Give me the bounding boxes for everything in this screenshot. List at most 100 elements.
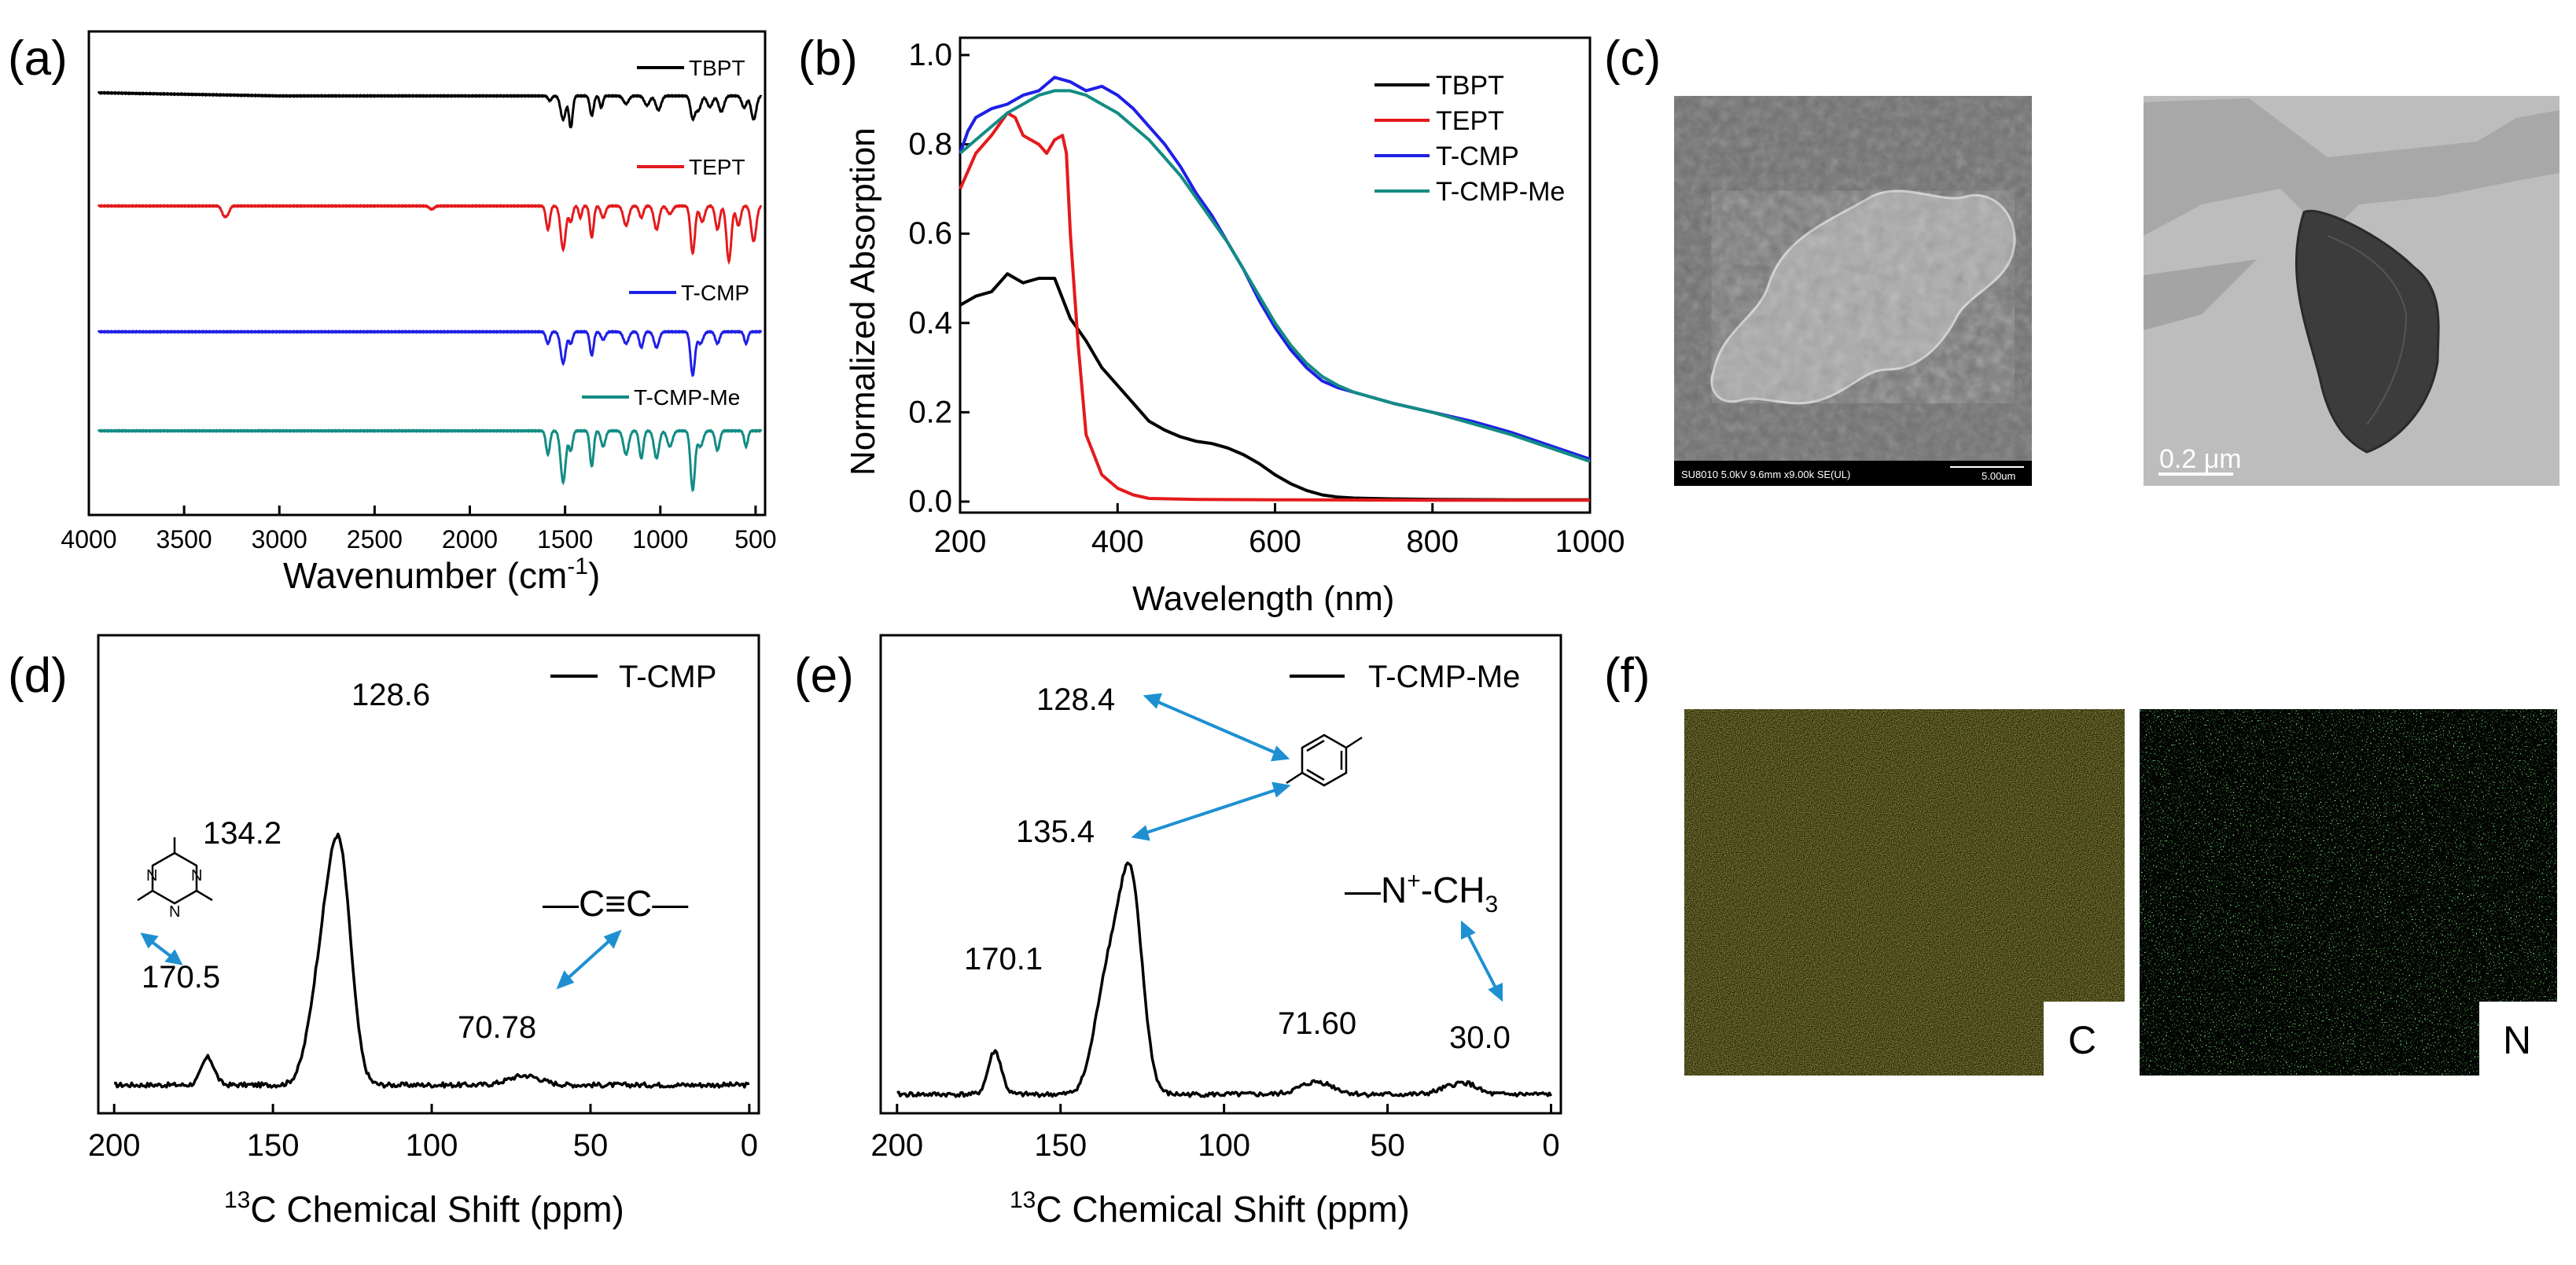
peak-label-30-0: 30.0 <box>1449 1020 1511 1055</box>
nmr-e-x-tick-label: 200 <box>870 1128 923 1163</box>
nmr-e-x-tick-label: 0 <box>1542 1128 1559 1163</box>
uvvis-x-tick-label: 600 <box>1249 524 1301 559</box>
nmr-e-x-tick-label: 50 <box>1370 1128 1405 1163</box>
eds-nitrogen-map: N <box>2140 709 2557 1076</box>
uvvis-y-tick-label: 1.0 <box>908 38 952 72</box>
nmr-e-plot-frame <box>879 634 1562 1115</box>
uvvis-y-axis-label: Normalized Absorption <box>844 127 882 476</box>
uvvis-legend-tept: TEPT <box>1436 106 1504 136</box>
uvvis-legend-tcmp: T-CMP <box>1436 142 1519 171</box>
uvvis-y-tick-label: 0.2 <box>908 395 952 429</box>
nmr-d-arrows <box>140 929 622 990</box>
tem-scale-label: 0.2 μm <box>2159 444 2242 474</box>
eds-c-label-box <box>2044 1002 2125 1076</box>
nmr-d-x-tick-label: 200 <box>88 1128 141 1163</box>
peak-label-70-78: 70.78 <box>458 1010 536 1045</box>
sem-image: SU8010 5.0kV 9.6mm x9.00k SE(UL) 5.00um <box>1674 96 2051 486</box>
sem-info-bar <box>1674 461 2032 486</box>
eds-n-label-box <box>2479 1002 2557 1076</box>
ir-series-tept <box>97 204 763 265</box>
ir-x-tick-label: 500 <box>734 525 776 553</box>
nmr-d-x-tick-label: 0 <box>741 1128 758 1163</box>
uvvis-x-axis-label: Wavelength (nm) <box>1132 579 1394 618</box>
tem-film-fragment <box>2144 259 2257 330</box>
uvvis-x-tick-label: 200 <box>934 524 987 559</box>
nmr-d-x-tick-label: 50 <box>573 1128 609 1163</box>
peak-label-135-4: 135.4 <box>1016 815 1095 849</box>
uvvis-y-tick-label: 0.8 <box>908 127 952 162</box>
ir-x-tick-label: 4000 <box>61 525 116 553</box>
peak-label-170-5: 170.5 <box>142 960 220 995</box>
nmr-e-x-ticks: 200 150 100 50 0 <box>870 1104 1560 1163</box>
panel-label-a: (a) <box>8 31 68 86</box>
uvvis-legend-tcmpme: T-CMP-Me <box>1436 177 1565 207</box>
panel-label-f: (f) <box>1604 649 1650 703</box>
ir-x-tick-label: 2000 <box>442 525 498 553</box>
sem-particle-texture <box>1711 190 2015 403</box>
panel-label-d: (d) <box>8 649 68 703</box>
uvvis-legend-tbpt: TBPT <box>1436 71 1504 101</box>
ir-spectra-chart: 4000 3500 3000 2500 2000 1500 1000 500 TBPT TEP… <box>61 30 777 596</box>
panel-label-b: (b) <box>798 31 858 86</box>
panel-label-e: (e) <box>794 649 854 703</box>
nmr-e-x-axis-label: 13C Chemical Shift (ppm) <box>1010 1187 1410 1230</box>
ir-series <box>97 90 763 493</box>
nmr-e-legend-label: T-CMP-Me <box>1368 660 1520 694</box>
uvvis-series-tept <box>959 111 1590 502</box>
nmr-e-arrows <box>1131 693 1503 1002</box>
legend-label-tept: TEPT <box>689 155 745 179</box>
peak-label-134-2: 134.2 <box>203 816 282 851</box>
ir-x-axis-label: Wavenumber (cm-1) <box>283 553 600 596</box>
sem-info-text: SU8010 5.0kV 9.6mm x9.00k SE(UL) <box>1681 469 1850 480</box>
nmr-d-plot-frame <box>97 634 760 1115</box>
uvvis-series-tbpt <box>959 272 1590 502</box>
uvvis-legend: TBPT TEPT T-CMP T-CMP-Me <box>1374 71 1565 207</box>
nmr-e-x-tick-label: 150 <box>1034 1128 1087 1163</box>
nmr-d-spectrum <box>114 833 750 1089</box>
alkyne-structure-label: —C≡C— <box>543 883 688 924</box>
uvvis-series-t-cmp-me <box>959 89 1591 463</box>
panel-label-c: (c) <box>1604 31 1661 86</box>
ir-x-tick-label: 3500 <box>156 525 212 553</box>
uvvis-x-tick-label: 400 <box>1091 524 1144 559</box>
uvvis-x-tick-label: 1000 <box>1555 524 1625 559</box>
tem-particle <box>2294 210 2440 454</box>
ir-series-t-cmp-me <box>97 428 763 493</box>
legend-label-tcmp: T-CMP <box>681 281 749 305</box>
nmr-e-spectrum <box>896 861 1553 1098</box>
nmr-d-x-tick-label: 100 <box>406 1128 458 1163</box>
uvvis-chart: 200 400 600 800 1000 0.0 0.2 0.4 0.6 0.8 1.0 TBPT … <box>844 36 1625 618</box>
tem-carbon-film <box>2144 98 2559 236</box>
ir-series-tbpt <box>97 90 763 129</box>
eds-c-label: C <box>2068 1018 2096 1062</box>
eds-carbon-map: C <box>1684 709 2125 1076</box>
peak-label-71-60: 71.60 <box>1278 1006 1356 1041</box>
triazine-n2: N <box>146 867 157 884</box>
legend-label-tcmpme: T-CMP-Me <box>634 385 740 410</box>
peak-label-128-4: 128.4 <box>1036 682 1115 717</box>
nmr-e-spectrum-line <box>896 861 1553 1098</box>
peak-label-170-1: 170.1 <box>964 942 1043 976</box>
ir-x-tick-label: 1000 <box>632 525 688 553</box>
nmr-e-x-tick-label: 100 <box>1198 1128 1250 1163</box>
ir-x-tick-label: 1500 <box>537 525 593 553</box>
ir-x-tick-label: 2500 <box>347 525 403 553</box>
uvvis-axis-ticks: 200 400 600 800 1000 0.0 0.2 0.4 0.6 0.8 1.0 <box>908 38 1625 559</box>
arrow-alkyne <box>563 936 615 983</box>
nmr-d-x-tick-label: 150 <box>247 1128 300 1163</box>
uvvis-y-tick-label: 0.0 <box>908 484 952 519</box>
ir-plot-frame <box>87 30 767 517</box>
eds-n-label: N <box>2503 1018 2531 1062</box>
microscopy-images: SU8010 5.0kV 9.6mm x9.00k SE(UL) 5.00um … <box>1674 96 2559 486</box>
ir-x-tick-label: 3000 <box>252 525 307 553</box>
sem-small-particle <box>2038 108 2051 120</box>
uvvis-y-tick-label: 0.6 <box>908 216 952 251</box>
xylene-structure-icon <box>1286 734 1363 787</box>
tem-image: 0.2 μm <box>2144 96 2559 486</box>
peak-label-128-6: 128.6 <box>351 678 430 712</box>
uvvis-series <box>959 75 1591 502</box>
eds-maps: C N <box>1684 709 2557 1076</box>
uvvis-x-tick-label: 800 <box>1406 524 1459 559</box>
nmr-tcmpme-chart: 200 150 100 50 0 T-CMP-Me 128.4 135.4 170.1 … <box>870 634 1562 1230</box>
